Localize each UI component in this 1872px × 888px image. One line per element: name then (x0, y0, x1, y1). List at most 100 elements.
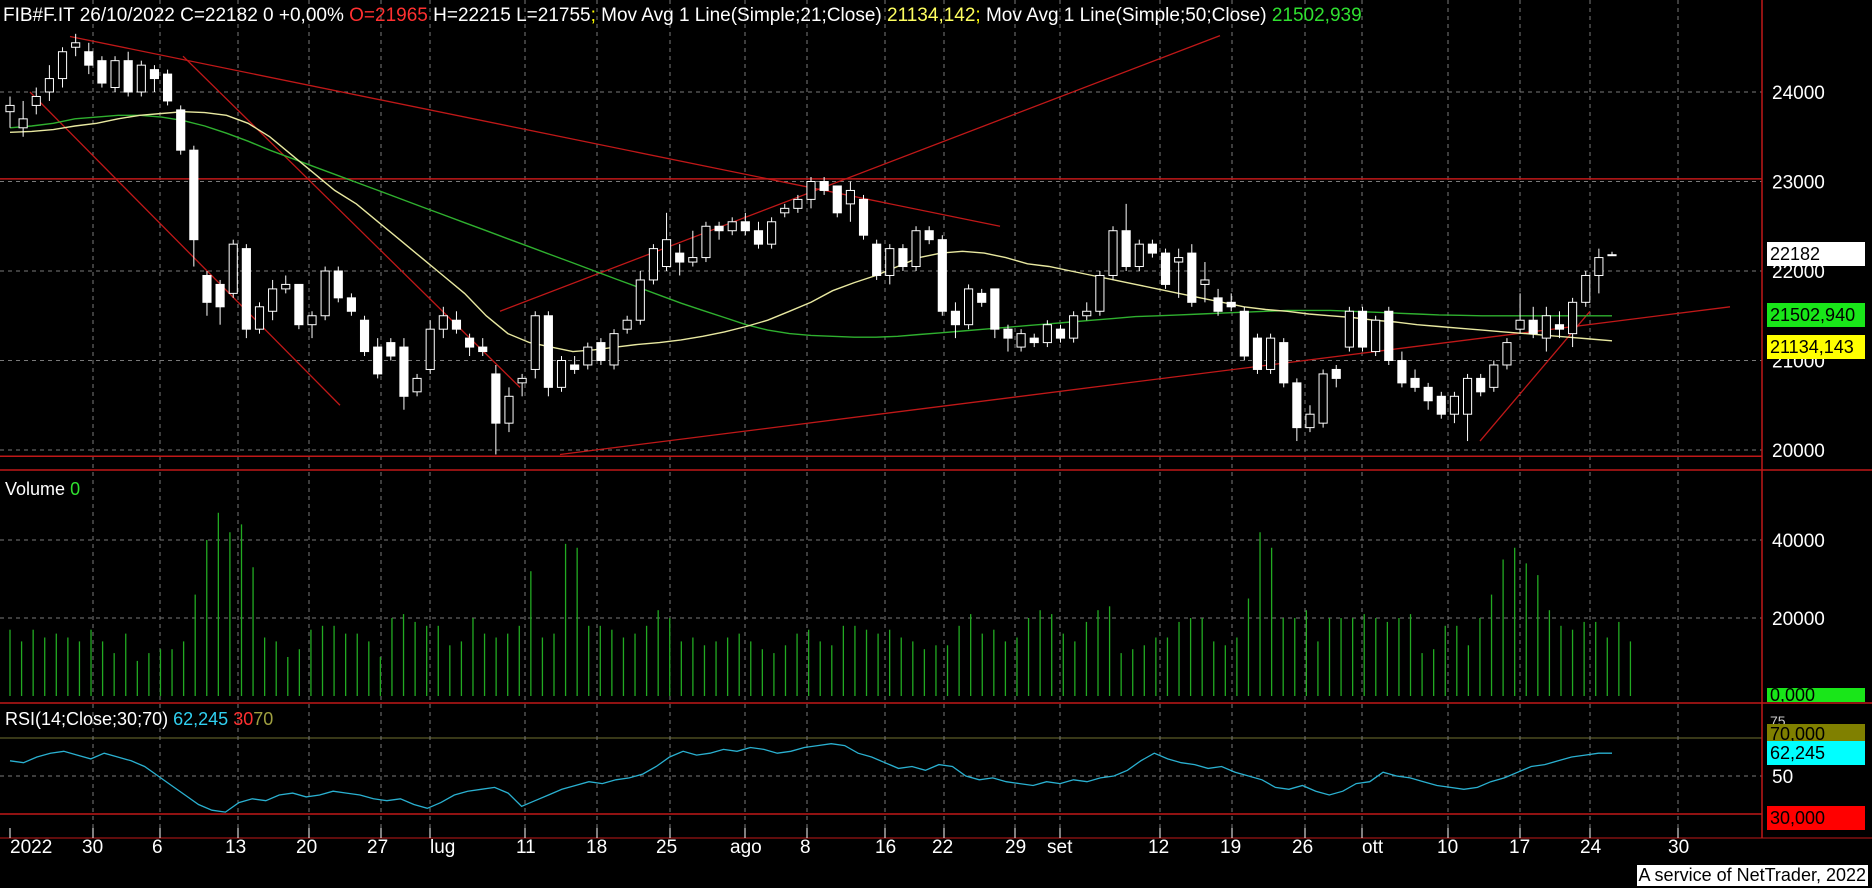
candle (911, 226, 921, 271)
candle-body (504, 395, 514, 424)
candle-body (189, 149, 199, 241)
candle-body (937, 239, 947, 312)
candle-body (1344, 310, 1354, 348)
candle (202, 271, 212, 316)
trendline (29, 91, 341, 406)
candle (215, 279, 225, 325)
candle (97, 56, 107, 88)
candle-body (1515, 319, 1525, 330)
grid-layer (0, 0, 1762, 838)
candle (254, 302, 265, 334)
candle (1042, 320, 1052, 348)
time-tick-label: 29 (1005, 837, 1026, 858)
candle (281, 275, 291, 294)
candle-body (1279, 342, 1289, 384)
candle (1410, 369, 1420, 392)
candle-body (688, 257, 698, 263)
candle (1266, 333, 1276, 374)
candle-body (1226, 301, 1236, 308)
candle (740, 212, 750, 236)
candles-layer (5, 33, 1617, 455)
candle (465, 333, 475, 357)
candle-body (1042, 324, 1052, 344)
candle (1384, 306, 1394, 365)
candle (386, 338, 396, 361)
header-sep-1: ; (590, 5, 596, 26)
candle-body (281, 283, 291, 290)
candle (1134, 239, 1144, 271)
candle-body (1305, 413, 1315, 429)
candle (1147, 239, 1157, 258)
candle (1476, 373, 1486, 397)
candle-body (1594, 257, 1604, 276)
candle (189, 145, 199, 267)
candle (858, 194, 869, 240)
candle-body (1055, 328, 1066, 339)
candle-body (1462, 377, 1473, 415)
rsi-75-tick: 75 (1770, 716, 1786, 726)
candle (977, 288, 987, 307)
candle (622, 315, 632, 334)
candle-body (373, 346, 383, 375)
candle (556, 356, 567, 392)
volume-value-badge: 0,000 (1767, 688, 1865, 702)
candle (57, 47, 68, 88)
header-ma21-value: 21134,142 (887, 5, 976, 26)
candle-body (1331, 368, 1341, 379)
candle (898, 244, 908, 271)
candle-body (1003, 328, 1013, 339)
candle (71, 33, 81, 57)
candle (425, 320, 435, 374)
trendline (182, 55, 521, 388)
candle-body (320, 270, 330, 317)
candle (136, 60, 146, 97)
candle-body (806, 181, 816, 200)
candle (714, 221, 724, 240)
candle (1095, 271, 1105, 316)
footer-credit: A service of NetTrader, 2022 (1636, 865, 1868, 886)
time-tick-label: 17 (1509, 837, 1530, 858)
candle (1344, 306, 1354, 352)
candle-body (1581, 274, 1591, 303)
candle (241, 244, 251, 339)
candle (1239, 306, 1249, 361)
header-low: L=21755 (516, 5, 591, 26)
candle (1200, 262, 1210, 303)
candle (1423, 382, 1433, 410)
candle-body (412, 377, 422, 393)
candle-body (84, 51, 94, 66)
candle-body (97, 60, 107, 84)
time-tick-label: 25 (656, 837, 677, 858)
time-tick-label: 8 (800, 837, 811, 858)
candle-body (438, 315, 448, 330)
candle (530, 311, 540, 379)
candle-body (1476, 377, 1486, 393)
candle-body (228, 243, 238, 294)
time-tick-label: 30 (82, 837, 103, 858)
header-open: O=21965 (349, 5, 428, 26)
candle-body (609, 333, 619, 366)
candle (176, 105, 186, 155)
candle (1594, 248, 1604, 294)
candle (307, 311, 317, 339)
candle-body (1423, 386, 1433, 402)
candle-body (964, 288, 974, 326)
candle (1160, 248, 1171, 289)
candle (1226, 293, 1236, 312)
candle (1449, 391, 1459, 424)
trendline (69, 35, 1001, 227)
candle-body (1266, 337, 1276, 370)
candle (1069, 311, 1079, 343)
candle-body (1108, 230, 1118, 276)
candle-body (1134, 243, 1144, 268)
candle (373, 338, 383, 379)
candle (412, 373, 422, 397)
candle-body (1147, 243, 1157, 254)
candle (1436, 391, 1446, 419)
candle-body (136, 64, 146, 93)
time-tick-label: 19 (1220, 837, 1241, 858)
candle (1305, 405, 1315, 433)
candle (727, 217, 737, 236)
rsi-value-badge: 62,245 (1767, 741, 1865, 765)
candle (1292, 378, 1302, 442)
